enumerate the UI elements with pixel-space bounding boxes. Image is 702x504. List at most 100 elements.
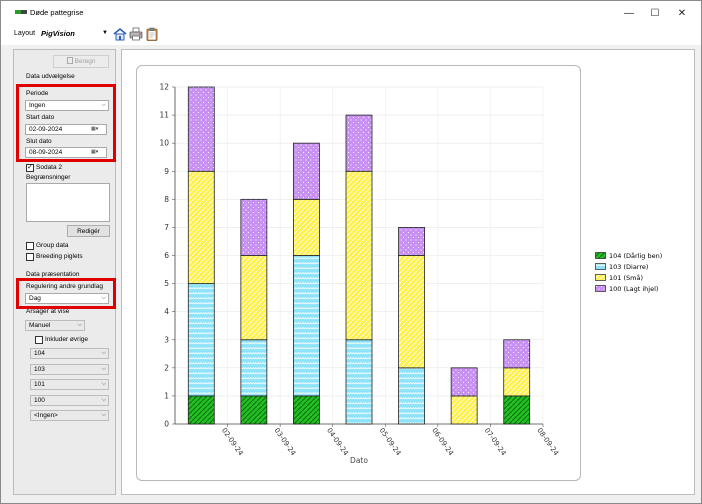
bar-segment	[293, 395, 320, 425]
breeding-piglets-label: Breeding piglets	[36, 253, 83, 260]
title-bar: Døde pattegrise — ☐ ✕	[1, 1, 701, 25]
legend-label: 101 (Små)	[609, 274, 643, 282]
legend-swatch	[595, 285, 606, 292]
y-tick-label: 9	[164, 167, 169, 176]
bar-segment	[503, 395, 531, 425]
end-date-label: Slut dato	[26, 138, 52, 145]
cause-select-3[interactable]: 101 ⌵	[30, 379, 109, 390]
chevron-down-icon: ⌵	[101, 102, 106, 108]
layout-label: Layout	[14, 30, 36, 37]
legend-swatch	[595, 263, 606, 270]
y-tick-label: 8	[164, 195, 169, 204]
printer-icon[interactable]	[129, 27, 143, 41]
bar-segment	[240, 395, 268, 425]
legend-swatch	[595, 252, 606, 259]
y-tick-label: 12	[159, 83, 169, 92]
sodata-checkbox[interactable]: ✓	[26, 164, 34, 172]
regulering-select[interactable]: Dag ⌵	[25, 293, 109, 304]
bar-segment	[187, 86, 215, 172]
layout-dropdown-icon[interactable]: ▼	[102, 30, 108, 36]
clipboard-icon[interactable]	[145, 27, 159, 41]
cause-value: 100	[34, 397, 45, 404]
start-date-value: 02-09-2024	[29, 126, 63, 133]
end-date-value: 08-09-2024	[29, 149, 63, 156]
x-tick-label: 06-09-24	[430, 427, 455, 458]
legend-label: 104 (Dårlig ben)	[609, 252, 663, 260]
minimize-button[interactable]: —	[624, 8, 634, 19]
periode-value: Ingen	[29, 102, 46, 109]
x-tick-label: 05-09-24	[378, 427, 403, 458]
legend-label: 100 (Lagt ihjel)	[609, 285, 659, 293]
y-tick-label: 0	[164, 420, 169, 429]
cause-select-4[interactable]: 100 ⌵	[30, 395, 109, 406]
x-tick-label: 03-09-24	[273, 427, 298, 458]
x-tick-label: 07-09-24	[483, 427, 508, 458]
inkluder-checkbox[interactable]	[35, 336, 43, 344]
app-icon	[15, 10, 27, 16]
cause-value: 104	[34, 350, 45, 357]
layout-select[interactable]: PigVision	[41, 29, 75, 38]
y-tick-label: 10	[159, 139, 169, 148]
chart-frame: 0 1 2 3 4 5 6 7 8 9 10 11 12 02-09-24 03-09-24 04-09-24…	[136, 65, 581, 481]
chevron-down-icon: ⌵	[77, 322, 82, 328]
chart-area: 0 1 2 3 4 5 6 7 8 9 10 11 12 02-09-24 03-09-24 04-09-24…	[121, 49, 695, 495]
maximize-button[interactable]: ☐	[650, 8, 660, 19]
selection-panel: Beregn Data udvælgelse Periode Ingen ⌵ S…	[13, 49, 116, 495]
legend-item: 103 (Diarre)	[595, 263, 695, 272]
bar-segment	[345, 114, 373, 172]
breeding-piglets-checkbox[interactable]	[26, 253, 34, 261]
y-tick-label: 4	[164, 307, 169, 316]
sodata-label: Sodata 2	[36, 164, 63, 171]
bar-segment	[293, 255, 320, 397]
start-date-label: Start dato	[26, 114, 55, 121]
bar-segment	[293, 198, 320, 256]
bar-segment	[398, 227, 425, 256]
legend-item: 104 (Dårlig ben)	[595, 252, 695, 261]
beregn-button[interactable]: Beregn	[53, 55, 109, 68]
calendar-icon[interactable]: ▦▾	[91, 126, 99, 132]
bar-segment	[503, 339, 531, 369]
inkluder-label: Inkluder øvrige	[45, 336, 88, 343]
group-data-checkbox[interactable]	[26, 242, 34, 250]
end-date-picker[interactable]: 08-09-2024 ▦▾	[25, 147, 107, 158]
restrictions-list[interactable]	[26, 183, 110, 222]
aarsager-label: Årsager at vise	[26, 308, 70, 315]
start-date-picker[interactable]: 02-09-2024 ▦▾	[25, 124, 107, 135]
aarsager-select[interactable]: Manuel ⌵	[25, 320, 85, 331]
chevron-down-icon: ⌵	[101, 350, 106, 356]
bar-segment	[503, 367, 531, 397]
chevron-down-icon: ⌵	[101, 366, 106, 372]
bar-segment	[345, 170, 373, 341]
calendar-icon[interactable]: ▦▾	[91, 149, 99, 155]
house-icon[interactable]	[113, 27, 127, 41]
calculator-icon	[66, 57, 73, 64]
chevron-down-icon: ⌵	[101, 295, 106, 301]
x-tick-label: 08-09-24	[535, 427, 560, 458]
legend-label: 103 (Diarre)	[609, 263, 649, 271]
begraensninger-label: Begrænsninger	[26, 174, 71, 181]
cause-select-5[interactable]: <Ingen> ⌵	[30, 410, 109, 421]
bar-segment	[187, 170, 215, 284]
y-tick-label: 3	[164, 335, 169, 344]
cause-select-2[interactable]: 103 ⌵	[30, 364, 109, 375]
cause-value: 103	[34, 366, 45, 373]
presentation-section-label: Data præsentation	[26, 271, 80, 278]
periode-label: Periode	[26, 90, 49, 97]
bar-segment	[240, 198, 268, 256]
period-highlight-frame	[16, 84, 116, 162]
periode-select[interactable]: Ingen ⌵	[25, 100, 109, 111]
close-button[interactable]: ✕	[677, 8, 687, 19]
regulering-highlight-frame	[16, 278, 116, 309]
bar-segment	[293, 142, 320, 200]
bar-segment	[450, 395, 478, 425]
cause-select-1[interactable]: 104 ⌵	[30, 348, 109, 359]
data-section-label: Data udvælgelse	[26, 73, 75, 80]
rediger-button[interactable]: Redigér	[67, 225, 110, 237]
legend-swatch	[595, 274, 606, 281]
regulering-value: Dag	[29, 295, 41, 302]
x-axis-title: Dato	[350, 456, 368, 465]
chevron-down-icon: ⌵	[101, 397, 106, 403]
chevron-down-icon: ⌵	[101, 412, 106, 418]
